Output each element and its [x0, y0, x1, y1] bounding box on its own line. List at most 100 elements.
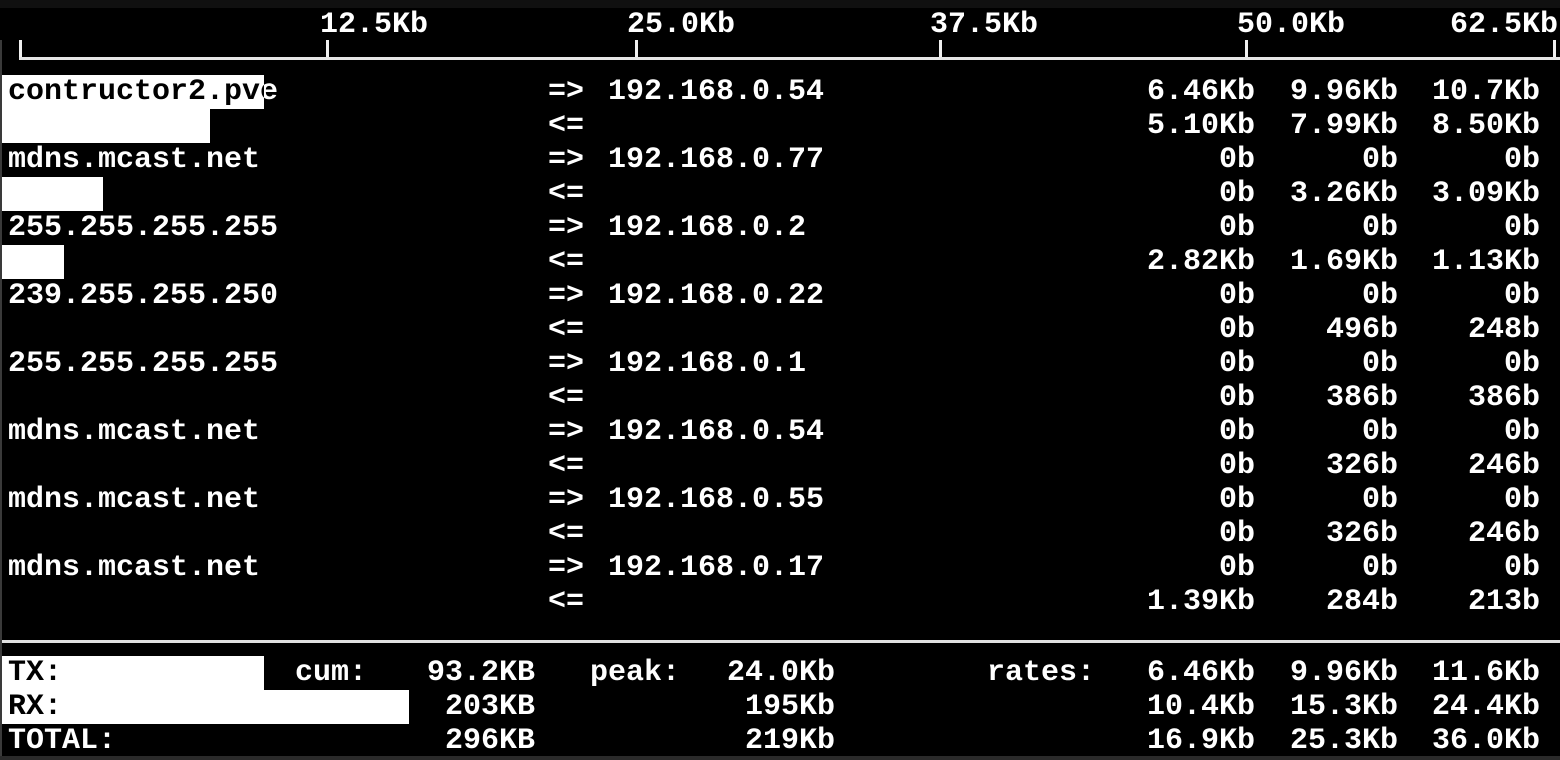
flow-row: 255.255.255.255 255.255.255.255 => 192.1…: [0, 211, 1560, 245]
flow-row: <= 1.39Kb 284b 213b: [0, 585, 1560, 619]
source-host: mdns.mcast.net: [8, 483, 261, 517]
direction-arrow: =>: [548, 551, 585, 585]
cum-value: 93.2KB: [426, 656, 535, 690]
rate-2s: 0b: [1218, 551, 1255, 585]
rate-2s: 0b: [1218, 347, 1255, 381]
rate-2s: 0b: [1218, 211, 1255, 245]
traffic-bar: [2, 245, 64, 279]
rate-2s: 0b: [1218, 483, 1255, 517]
peer-address: 192.168.0.1: [608, 347, 807, 381]
rate-10s: 0b: [1361, 415, 1398, 449]
window-bottom-edge: [0, 756, 1560, 760]
rate-40s: 0b: [1503, 143, 1540, 177]
scale-tick-5: [1553, 40, 1556, 59]
rate-2s: 2.82Kb: [1146, 245, 1255, 279]
peer-address: 192.168.0.54: [608, 75, 825, 109]
flow-row: mdns.mcast.net mdns.mcast.net => 192.168…: [0, 483, 1560, 517]
scale-tick-3: [939, 40, 942, 59]
scale-label-2: 25.0Kb: [627, 8, 736, 42]
scale-tick-origin: [19, 40, 22, 59]
flow-row: mdns.mcast.net mdns.mcast.net => 192.168…: [0, 415, 1560, 449]
rate-2s: 10.4Kb: [1146, 690, 1255, 724]
peak-value: 195Kb: [744, 690, 835, 724]
rate-40s: 246b: [1467, 517, 1540, 551]
rate-10s: 0b: [1361, 211, 1398, 245]
rate-2s: 16.9Kb: [1146, 724, 1255, 758]
direction-arrow: =>: [548, 483, 585, 517]
rate-40s: 10.7Kb: [1431, 75, 1540, 109]
rate-40s: 11.6Kb: [1431, 656, 1540, 690]
flow-row: <= 0b 386b 386b: [0, 381, 1560, 415]
rate-2s: 0b: [1218, 381, 1255, 415]
rate-40s: 1.13Kb: [1431, 245, 1540, 279]
rate-2s: 0b: [1218, 143, 1255, 177]
rate-2s: 0b: [1218, 415, 1255, 449]
peer-address: 192.168.0.17: [608, 551, 825, 585]
scale-label-3: 37.5Kb: [930, 8, 1039, 42]
rate-40s: 36.0Kb: [1431, 724, 1540, 758]
source-host: mdns.mcast.net: [8, 551, 261, 585]
summary-label: TX:: [8, 656, 63, 690]
rate-40s: 8.50Kb: [1431, 109, 1540, 143]
scale-tick-2: [635, 40, 638, 59]
traffic-bar: [2, 75, 264, 109]
summary-traffic-bar: [2, 690, 409, 724]
source-host-inverse: contructor2.pve: [8, 75, 264, 109]
rate-2s: 0b: [1218, 517, 1255, 551]
direction-arrow: <=: [548, 109, 585, 143]
traffic-bar: [2, 177, 103, 211]
flow-row: 239.255.255.250 239.255.255.250 => 192.1…: [0, 279, 1560, 313]
window-left-edge: [0, 40, 2, 760]
summary-label: RX:: [8, 690, 63, 724]
scale-tick-1: [326, 40, 329, 59]
rate-2s: 0b: [1218, 279, 1255, 313]
summary-row: TX: TX: cum: 93.2KB peak: 24.0Kb rates: …: [0, 656, 1560, 690]
rate-2s: 0b: [1218, 313, 1255, 347]
scale-label-5: 62.5Kb: [1450, 8, 1559, 42]
source-host: 239.255.255.250: [8, 279, 279, 313]
peer-address: 192.168.0.2: [608, 211, 807, 245]
direction-arrow: <=: [548, 517, 585, 551]
direction-arrow: <=: [548, 449, 585, 483]
scale-axis-line: [19, 57, 1560, 60]
peer-address: 192.168.0.77: [608, 143, 825, 177]
rate-10s: 0b: [1361, 279, 1398, 313]
direction-arrow: =>: [548, 211, 585, 245]
peak-value: 219Kb: [744, 724, 835, 758]
direction-arrow: <=: [548, 313, 585, 347]
summary-separator-line: [0, 640, 1560, 643]
summary-traffic-bar: [2, 656, 264, 690]
rate-10s: 9.96Kb: [1289, 656, 1398, 690]
direction-arrow: <=: [548, 585, 585, 619]
window-top-edge: [0, 0, 1560, 8]
source-host: 255.255.255.255: [8, 211, 279, 245]
flow-row: <= 0b 3.26Kb 3.09Kb: [0, 177, 1560, 211]
summary-row: TOTAL: TOTAL: 296KB 219Kb 16.9Kb 25.3Kb …: [0, 724, 1560, 758]
rate-10s: 3.26Kb: [1289, 177, 1398, 211]
direction-arrow: =>: [548, 347, 585, 381]
rate-10s: 496b: [1325, 313, 1398, 347]
rate-40s: 0b: [1503, 415, 1540, 449]
direction-arrow: <=: [548, 381, 585, 415]
direction-arrow: <=: [548, 245, 585, 279]
rate-10s: 326b: [1325, 517, 1398, 551]
direction-arrow: =>: [548, 415, 585, 449]
rate-40s: 0b: [1503, 211, 1540, 245]
summary-label: TOTAL:: [8, 724, 117, 758]
rate-40s: 24.4Kb: [1431, 690, 1540, 724]
peer-address: 192.168.0.22: [608, 279, 825, 313]
flow-row: <= 0b 326b 246b: [0, 517, 1560, 551]
rate-10s: 0b: [1361, 483, 1398, 517]
peak-value: 24.0Kb: [726, 656, 835, 690]
scale-label-1: 12.5Kb: [320, 8, 429, 42]
scale-tick-4: [1245, 40, 1248, 59]
rate-2s: 6.46Kb: [1146, 75, 1255, 109]
flow-row: mdns.mcast.net mdns.mcast.net => 192.168…: [0, 551, 1560, 585]
rates-column-label: rates:: [987, 656, 1096, 690]
traffic-bar: [2, 109, 210, 143]
rate-40s: 248b: [1467, 313, 1540, 347]
direction-arrow: =>: [548, 75, 585, 109]
rate-10s: 9.96Kb: [1289, 75, 1398, 109]
rate-10s: 7.99Kb: [1289, 109, 1398, 143]
